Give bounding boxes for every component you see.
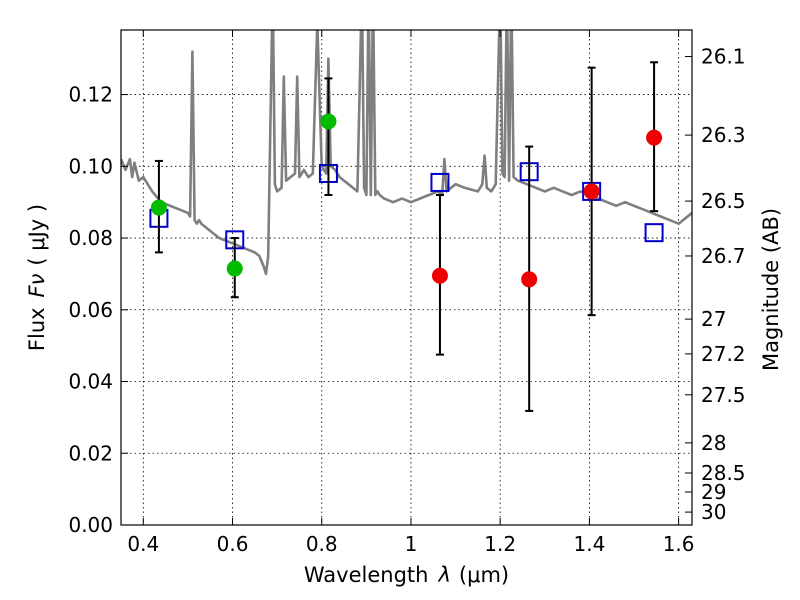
y2-tick-label: 29 xyxy=(701,480,726,504)
y2-tick-label: 28.5 xyxy=(701,461,746,485)
data-marks xyxy=(149,61,664,412)
y2-tick-label: 27.5 xyxy=(701,383,746,407)
x-tick-label: 0.4 xyxy=(127,532,159,556)
detection-point xyxy=(150,199,167,216)
x-tick-label: 1.4 xyxy=(573,532,605,556)
y-tick-label: 0.02 xyxy=(68,441,113,465)
low-sn-point xyxy=(521,271,538,288)
grid xyxy=(121,30,692,525)
x-tick-label: 0.8 xyxy=(306,532,338,556)
y-tick-label: 0.10 xyxy=(68,154,113,178)
y-tick-label: 0.06 xyxy=(68,298,113,322)
y2-tick-label: 26.1 xyxy=(701,45,746,69)
model-photometry-square xyxy=(430,172,450,192)
y2-tick-label: 28 xyxy=(701,431,726,455)
y-tick-label: 0.00 xyxy=(68,513,113,537)
y2-axis-label: Magnitude (AB) xyxy=(759,208,783,371)
y2-tick-label: 26.5 xyxy=(701,189,746,213)
y2-tick-label: 26.3 xyxy=(701,123,746,147)
axis-ticks: 0.4 0.6 0.8 1 1.2 1.4 1.6 0.00 0.02 0.04 0.06 0.08 0… xyxy=(68,30,746,556)
y-tick-label: 0.08 xyxy=(68,226,113,250)
x-tick-label: 1.2 xyxy=(484,532,516,556)
low-sn-point xyxy=(431,267,448,284)
detection-point xyxy=(226,260,243,277)
y2-tick-label: 27.2 xyxy=(701,342,746,366)
y-tick-label: 0.12 xyxy=(68,83,113,107)
low-sn-point xyxy=(583,183,600,200)
low-sn-point xyxy=(646,129,663,146)
y-tick-label: 0.04 xyxy=(68,370,113,394)
x-tick-label: 0.6 xyxy=(217,532,249,556)
detection-point xyxy=(320,113,337,130)
y2-tick-label: 27 xyxy=(701,307,726,331)
x-tick-label: 1 xyxy=(405,532,418,556)
y2-tick-label: 30 xyxy=(701,500,726,524)
model-photometry-square xyxy=(644,223,664,243)
y2-tick-label: 26.7 xyxy=(701,244,746,268)
y-axis-label: FluxFν( μJy ) xyxy=(25,204,49,351)
x-axis-label: Wavelength λ (μm) xyxy=(304,563,509,587)
x-tick-label: 1.6 xyxy=(663,532,695,556)
plot-frame xyxy=(120,29,693,526)
